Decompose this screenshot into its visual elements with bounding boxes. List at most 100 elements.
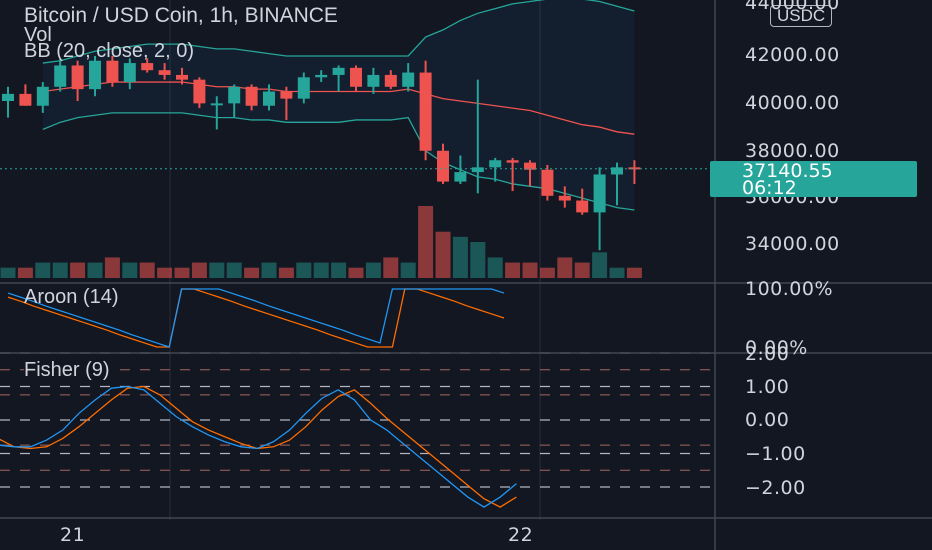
candle-body <box>454 172 467 182</box>
candle-body <box>158 70 171 75</box>
bb-fill <box>42 0 635 211</box>
candle-body <box>210 103 223 106</box>
volume-bar <box>174 267 190 278</box>
volume-bar <box>278 267 294 278</box>
volume-bar <box>244 267 260 278</box>
volume-bar <box>139 262 155 278</box>
candle-body <box>367 74 380 87</box>
fisher-tick: 2.00 <box>745 343 790 365</box>
candle-body <box>611 167 623 175</box>
candle-body <box>297 77 310 99</box>
candle-body <box>89 60 101 90</box>
candle-body <box>576 200 589 213</box>
candle-body <box>54 65 67 87</box>
volume-bar <box>209 262 225 278</box>
volume-bar <box>157 267 173 278</box>
volume-bar <box>365 262 381 278</box>
currency-button[interactable]: USDC <box>770 5 833 27</box>
volume-bar <box>313 262 329 278</box>
volume-bar <box>522 262 538 278</box>
fisher-tick: 0.00 <box>745 409 790 431</box>
volume-bar <box>296 262 312 278</box>
candle-body <box>471 167 484 173</box>
candle-body <box>176 74 188 80</box>
price-tick: 34000.00 <box>745 233 840 255</box>
volume-bar <box>539 267 555 278</box>
volume-bar <box>435 231 451 278</box>
volume-bar <box>0 267 16 278</box>
volume-bar <box>592 252 608 278</box>
volume-bar <box>52 262 68 278</box>
candle-body <box>419 72 432 151</box>
price-tick: 38000.00 <box>745 140 840 162</box>
last-price: 37140.55 <box>742 160 833 182</box>
volume-bar <box>104 257 120 278</box>
candle-body <box>228 86 241 104</box>
volume-bar <box>609 267 625 278</box>
candlesticks <box>0 55 710 251</box>
candle-body <box>315 74 328 78</box>
candle-body <box>280 91 293 99</box>
aroon-down-line <box>7 288 505 348</box>
candle-body <box>402 72 415 87</box>
volume-bar <box>261 262 277 278</box>
candle-body <box>19 93 32 106</box>
fisher-tick: −2.00 <box>745 477 806 499</box>
candle-body <box>36 86 49 106</box>
volume-label: Vol <box>24 24 52 46</box>
candle-body <box>437 150 449 182</box>
candle-body <box>506 160 519 163</box>
candle-body <box>193 79 206 104</box>
chart-title: Bitcoin / USD Coin, 1h, BINANCE <box>24 4 338 27</box>
candle-body <box>593 174 606 213</box>
price-tick: 40000.00 <box>745 92 840 114</box>
candle-body <box>71 65 84 90</box>
aroon-tick: 100.00% <box>745 278 834 300</box>
candle-body <box>332 67 345 75</box>
volume-bar <box>626 267 642 278</box>
volume-bar <box>70 262 86 278</box>
candle-body <box>558 195 571 201</box>
bollinger-bands <box>42 0 635 211</box>
volume-bar <box>505 262 521 278</box>
candle-body <box>141 63 154 71</box>
volume-bar <box>348 267 364 278</box>
aroon-tick: 0.00% <box>745 337 808 359</box>
time-tick: 22 <box>508 524 534 546</box>
candle-body <box>628 167 641 170</box>
candle-body <box>106 60 119 83</box>
candle-body <box>2 93 14 101</box>
candle-body <box>524 162 536 170</box>
bb-label: BB (20, close, 2, 0) <box>24 40 195 62</box>
fisher-lines <box>0 352 716 508</box>
volume-bar <box>35 262 51 278</box>
volume-bar <box>452 236 468 278</box>
candle-body <box>245 86 258 106</box>
price-tick: 44000.00 <box>745 0 840 14</box>
fisher-tick: −1.00 <box>745 443 806 465</box>
candle-body <box>123 63 136 83</box>
volume-bar <box>557 257 573 278</box>
fisher-tick: 1.00 <box>745 376 790 398</box>
candle-body <box>384 74 397 87</box>
grid <box>169 0 541 520</box>
last-price-tag: 37140.55 06:12 <box>710 160 917 199</box>
candle-body <box>263 91 275 106</box>
price-tick: 42000.00 <box>745 44 840 66</box>
fisher-trigger-line <box>0 385 517 508</box>
volume-bar <box>191 262 207 278</box>
aroon-up-line <box>7 288 505 348</box>
fisher-line <box>0 385 517 508</box>
candle-body <box>489 160 502 168</box>
aroon-label: Aroon (14) <box>24 286 119 308</box>
bb-upper-line <box>42 0 635 64</box>
volume-bar <box>87 262 103 278</box>
volume-bar <box>470 242 486 278</box>
fisher-label: Fisher (9) <box>24 359 110 382</box>
volume-bar <box>331 262 347 278</box>
volume-bar <box>487 257 503 278</box>
candle-countdown: 06:12 <box>742 177 797 199</box>
volume-bars <box>0 206 642 278</box>
